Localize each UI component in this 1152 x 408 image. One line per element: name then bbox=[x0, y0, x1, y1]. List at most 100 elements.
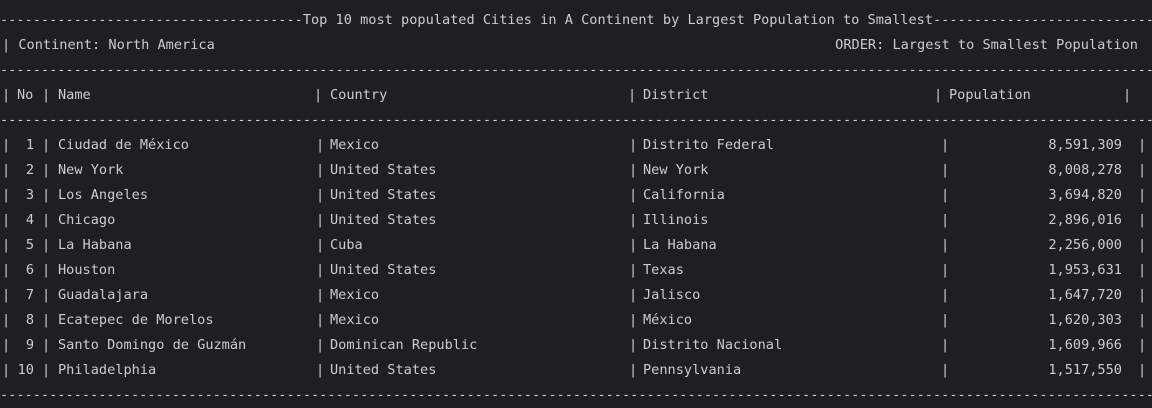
column-divider: | bbox=[316, 187, 325, 203]
district-name: New York bbox=[643, 162, 709, 178]
row-number: 3 bbox=[25, 187, 34, 203]
column-header-population: Population bbox=[949, 87, 1031, 103]
population-value: 1,647,720 bbox=[1048, 287, 1122, 303]
population-value: 1,609,966 bbox=[1048, 337, 1122, 353]
column-header-district: District bbox=[643, 87, 709, 103]
city-name: Ecatepec de Morelos bbox=[58, 312, 214, 328]
column-divider: | bbox=[629, 187, 638, 203]
column-divider: | bbox=[934, 87, 943, 103]
population-value: 8,008,278 bbox=[1048, 162, 1122, 178]
population-value: 2,256,000 bbox=[1048, 237, 1122, 253]
column-divider: | bbox=[2, 287, 11, 303]
district-name: Illinois bbox=[643, 212, 709, 228]
column-divider: | bbox=[1138, 287, 1147, 303]
row-number: 10 bbox=[17, 362, 34, 378]
column-divider: | bbox=[316, 312, 325, 328]
row-number: 9 bbox=[25, 337, 34, 353]
column-divider: | bbox=[1138, 137, 1147, 153]
column-divider: | bbox=[2, 87, 11, 103]
column-header-no: No bbox=[17, 87, 34, 103]
column-header-name: Name bbox=[58, 87, 91, 103]
row-number: 7 bbox=[25, 287, 34, 303]
country-name: United States bbox=[330, 262, 437, 278]
row-number: 2 bbox=[25, 162, 34, 178]
column-divider: | bbox=[941, 237, 950, 253]
column-divider: | bbox=[1138, 312, 1147, 328]
city-name: Philadelphia bbox=[58, 362, 157, 378]
column-header-country: Country bbox=[330, 87, 388, 103]
column-divider: | bbox=[316, 162, 325, 178]
city-name: La Habana bbox=[58, 237, 132, 253]
column-divider: | bbox=[941, 312, 950, 328]
column-divider: | bbox=[1138, 212, 1147, 228]
column-divider: | bbox=[316, 212, 325, 228]
column-divider: | bbox=[1138, 162, 1147, 178]
column-divider: | bbox=[2, 237, 11, 253]
country-name: Mexico bbox=[330, 137, 380, 153]
column-divider: | bbox=[1138, 262, 1147, 278]
population-value: 3,694,820 bbox=[1048, 187, 1122, 203]
column-divider: | bbox=[629, 362, 638, 378]
city-name: Santo Domingo de Guzmán bbox=[58, 337, 247, 353]
country-name: United States bbox=[330, 212, 437, 228]
column-divider: | bbox=[42, 237, 51, 253]
order-label: ORDER: Largest to Smallest Population bbox=[835, 37, 1138, 53]
separator-middle: ----------------------------------------… bbox=[0, 112, 1152, 128]
population-value: 1,517,550 bbox=[1048, 362, 1122, 378]
country-name: United States bbox=[330, 162, 437, 178]
city-name: Chicago bbox=[58, 212, 116, 228]
column-divider: | bbox=[629, 212, 638, 228]
city-name: Houston bbox=[58, 262, 116, 278]
district-name: Distrito Nacional bbox=[643, 337, 783, 353]
column-divider: | bbox=[941, 187, 950, 203]
column-divider: | bbox=[316, 337, 325, 353]
column-divider: | bbox=[42, 362, 51, 378]
city-name: Ciudad de México bbox=[58, 137, 189, 153]
column-divider: | bbox=[1138, 237, 1147, 253]
column-divider: | bbox=[628, 87, 637, 103]
column-divider: | bbox=[629, 237, 638, 253]
column-divider: | bbox=[941, 287, 950, 303]
country-name: Dominican Republic bbox=[330, 337, 478, 353]
row-number: 6 bbox=[25, 262, 34, 278]
population-value: 1,953,631 bbox=[1048, 262, 1122, 278]
district-name: California bbox=[643, 187, 725, 203]
column-divider: | bbox=[941, 362, 950, 378]
column-divider: | bbox=[316, 237, 325, 253]
district-name: La Habana bbox=[643, 237, 717, 253]
column-divider: | bbox=[316, 137, 325, 153]
column-divider: | bbox=[1138, 187, 1147, 203]
population-value: 2,896,016 bbox=[1048, 212, 1122, 228]
population-value: 1,620,303 bbox=[1048, 312, 1122, 328]
column-divider: | bbox=[42, 212, 51, 228]
column-divider: | bbox=[2, 337, 11, 353]
column-divider: | bbox=[941, 162, 950, 178]
district-name: Distrito Federal bbox=[643, 137, 774, 153]
column-divider: | bbox=[1123, 87, 1132, 103]
column-divider: | bbox=[2, 312, 11, 328]
row-number: 8 bbox=[25, 312, 34, 328]
district-name: Texas bbox=[643, 262, 684, 278]
country-name: Cuba bbox=[330, 237, 363, 253]
column-divider: | bbox=[42, 87, 51, 103]
column-divider: | bbox=[941, 212, 950, 228]
separator-bottom: ----------------------------------------… bbox=[0, 387, 1152, 403]
country-name: Mexico bbox=[330, 312, 380, 328]
column-divider: | bbox=[316, 362, 325, 378]
column-divider: | bbox=[42, 162, 51, 178]
column-divider: | bbox=[629, 137, 638, 153]
city-name: Guadalajara bbox=[58, 287, 149, 303]
column-divider: | bbox=[2, 262, 11, 278]
column-divider: | bbox=[42, 337, 51, 353]
country-name: Mexico bbox=[330, 287, 380, 303]
column-divider: | bbox=[941, 262, 950, 278]
column-divider: | bbox=[629, 162, 638, 178]
column-divider: | bbox=[2, 162, 11, 178]
row-number: 1 bbox=[25, 137, 34, 153]
column-divider: | bbox=[42, 312, 51, 328]
column-divider: | bbox=[2, 212, 11, 228]
column-divider: | bbox=[2, 137, 11, 153]
column-divider: | bbox=[1138, 337, 1147, 353]
column-divider: | bbox=[629, 262, 638, 278]
city-name: Los Angeles bbox=[58, 187, 149, 203]
